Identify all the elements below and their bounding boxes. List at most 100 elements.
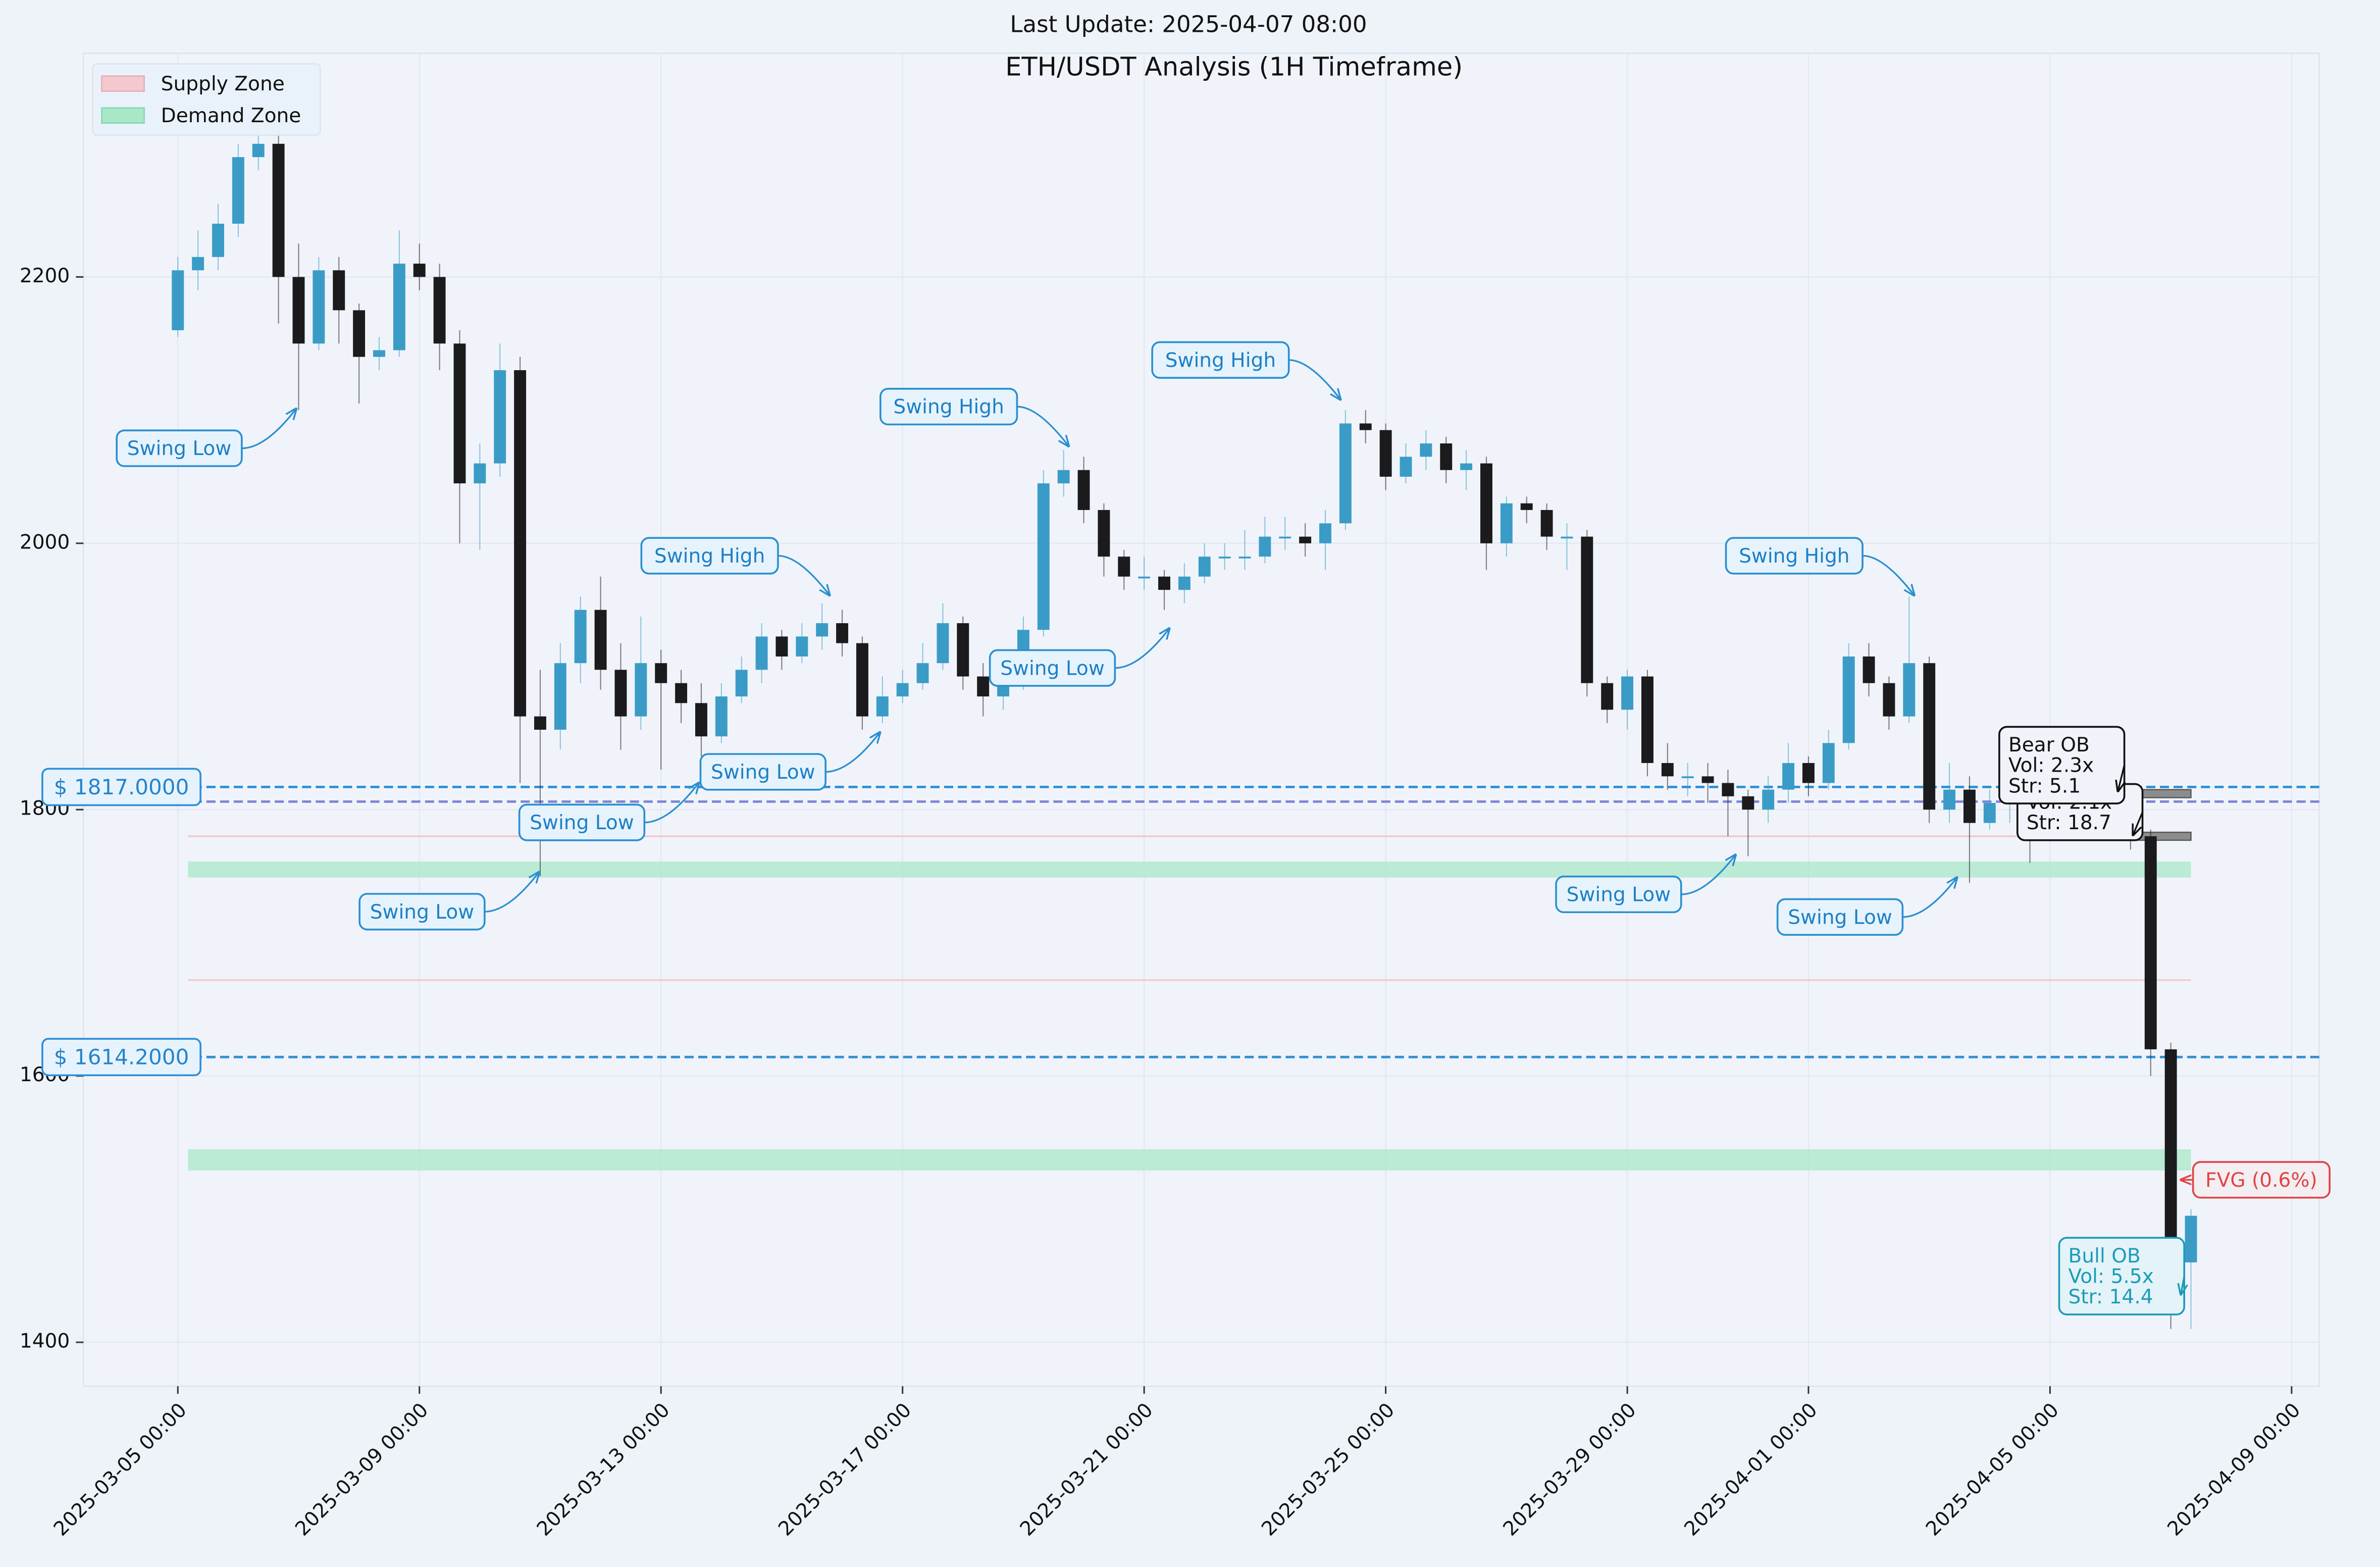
candle-body [2144,836,2157,1049]
candle-body [1037,483,1050,630]
level-label-box [41,768,201,806]
annotation-arrow [484,872,539,913]
candle-body [1238,557,1251,559]
level-label: $ 1817.0000 [54,775,189,799]
annotation-arrow [1115,629,1169,669]
legend-swatch [101,75,145,92]
candle-body [1862,656,1875,683]
candle-body [614,670,627,717]
candle-body [1138,576,1151,579]
annotation-arrow [2118,765,2125,791]
y-tick-label: 2200 [20,265,70,287]
candle-body [1701,776,1714,783]
candle-body [1319,523,1331,543]
candle-body [2164,1049,2177,1262]
candle-body [775,636,788,656]
candle-body [1903,663,1916,717]
candle-body [1480,463,1492,543]
subtitle: Last Update: 2025-04-07 08:00 [1010,11,1367,37]
candle-body [252,143,265,158]
candle-body [1500,503,1513,543]
candle-body [715,696,728,737]
candle-body [957,623,969,677]
candle-body [1218,557,1231,559]
y-tick-label: 1400 [20,1330,70,1353]
candle-body [1681,776,1694,778]
level-label-box [41,1038,201,1077]
candle-body [977,676,990,697]
candle-body [232,157,244,224]
candle-body [172,270,184,330]
annotation-text: Swing Low [1788,906,1892,929]
annotation-arrow [2181,1276,2185,1294]
candle-body [1621,676,1634,710]
candle-body [856,643,868,717]
candle-body [1118,557,1130,577]
candle-body [413,264,426,277]
candle-body [1802,763,1815,783]
annotation-text: Vol: 5.5x [2068,1266,2154,1288]
candle-body [192,257,204,271]
candle-body [916,663,929,683]
candle-body [1581,536,1593,683]
candle-body [1460,463,1473,470]
candle-body [534,716,546,730]
candle-body [836,623,849,643]
demand-zone [188,1149,2191,1171]
candle-body [1762,789,1775,810]
annotation-arrow [1902,878,1957,918]
candle-body [735,670,748,697]
candle-body [896,683,909,697]
candle-body [313,270,325,344]
candle-body [1540,510,1553,537]
demand-zone [188,862,2191,878]
candle-body [373,350,385,357]
candle-body [1722,783,1734,796]
candle-body [1782,763,1795,790]
candle-body [1379,430,1392,477]
candle-body [2185,1216,2197,1262]
candle-body [353,310,366,357]
candle-body [755,636,768,670]
candle-body [1279,536,1291,539]
candle-body [1440,443,1453,470]
annotation-arrow [1862,554,1914,595]
candle-body [1842,656,1855,743]
candle-body [1943,789,1956,810]
annotation-arrow [2133,812,2144,835]
candle-body [1742,796,1754,810]
candle-body [1883,683,1895,717]
annotation-text: Str: 5.1 [2008,775,2081,797]
candle-body [1661,763,1674,777]
candle-body [1259,536,1271,557]
candle-body [1822,743,1835,783]
candle-body [1299,536,1312,543]
annotation-text: Bear OB [2008,734,2090,756]
annotation-text: Swing Low [127,437,232,460]
annotation-arrow [241,409,296,449]
candle-body [796,636,808,656]
candle-body [1158,576,1170,590]
candle-body [393,264,405,350]
legend-label: Supply Zone [161,73,285,95]
candle-body [212,223,224,257]
annotation-text: Swing Low [1567,884,1671,906]
candle-body [333,270,345,311]
candle-body [816,623,829,637]
annotation-arrow [1017,406,1068,446]
candle-body [494,370,506,464]
candle-body [474,463,486,484]
annotation-arrow [644,783,699,824]
candle-body [272,143,285,277]
candle-body [876,696,889,717]
annotation-text: Swing Low [711,761,815,784]
annotation-text: Swing High [1739,545,1849,568]
annotation-text: FVG (0.6%) [2205,1169,2317,1192]
candle-body [1057,470,1070,484]
candle-body [1561,536,1573,539]
annotation-text: Swing High [654,545,765,568]
annotation-text: Swing High [893,396,1004,419]
candle-body [1198,557,1211,577]
annotation-text: Str: 14.4 [2068,1286,2153,1308]
